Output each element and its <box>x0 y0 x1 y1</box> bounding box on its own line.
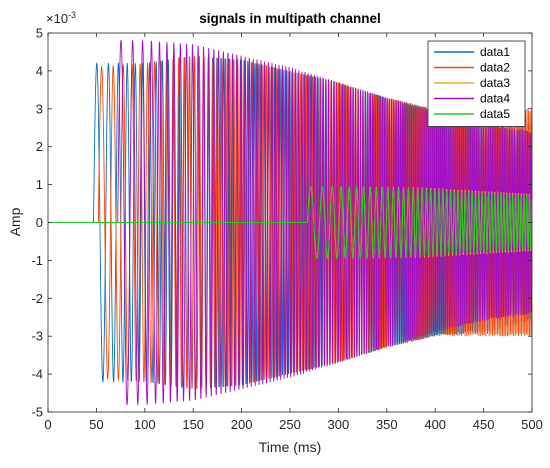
chart-title: signals in multipath channel <box>199 11 381 26</box>
x-tick-label: 50 <box>89 417 103 432</box>
x-tick-label: 500 <box>521 417 543 432</box>
series-layer <box>48 39 532 407</box>
y-tick-label: 2 <box>36 139 43 154</box>
y-tick-label: -4 <box>31 367 43 382</box>
y-tick-label: 0 <box>36 215 43 230</box>
series-line-data2 <box>48 55 532 390</box>
y-tick-label: 1 <box>36 177 43 192</box>
y-tick-label: 5 <box>36 26 43 41</box>
y-tick-label: -1 <box>31 253 43 268</box>
x-tick-label: 150 <box>182 417 204 432</box>
y-tick-label: 3 <box>36 101 43 116</box>
x-tick-label: 100 <box>134 417 156 432</box>
legend-label-data2: data2 <box>480 61 510 75</box>
y-tick-label: -2 <box>31 291 43 306</box>
y-tick-label: 4 <box>36 63 43 78</box>
legend-label-data1: data1 <box>480 45 510 59</box>
x-tick-label: 200 <box>231 417 253 432</box>
x-tick-label: 400 <box>424 417 446 432</box>
y-exponent-label: ×10-3 <box>46 10 76 26</box>
y-axis: -5 -4 -3 -2 -1 0 1 2 3 4 5 <box>31 26 532 420</box>
x-tick-label: 300 <box>328 417 350 432</box>
legend-box <box>427 40 526 127</box>
x-axis-label: Time (ms) <box>259 439 321 455</box>
y-tick-label: -5 <box>31 405 43 420</box>
x-tick-label: 0 <box>44 417 51 432</box>
y-tick-label: -3 <box>31 329 43 344</box>
series-line-data5 <box>48 185 532 260</box>
x-tick-label: 450 <box>473 417 495 432</box>
y-axis-label: Amp <box>7 207 23 236</box>
legend-label-data3: data3 <box>480 76 510 90</box>
y-exponent-power: -3 <box>68 10 76 20</box>
x-tick-label: 350 <box>376 417 398 432</box>
y-exponent-base: ×10 <box>46 11 68 26</box>
x-axis: 0 50 100 150 200 250 300 350 400 450 500 <box>44 33 543 432</box>
series-line-data4 <box>48 39 532 407</box>
x-tick-label: 250 <box>279 417 301 432</box>
legend-label-data5: data5 <box>480 107 510 121</box>
legend-label-data4: data4 <box>480 92 510 106</box>
